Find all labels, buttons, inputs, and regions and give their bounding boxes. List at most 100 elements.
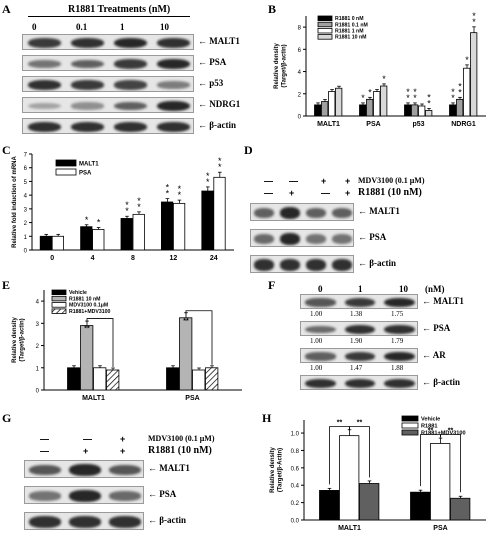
panel-d-treat-sign-2-3: — [321, 188, 330, 198]
panel-d-treat-sign-1-1: — [264, 176, 273, 186]
panel-f-band-psa-lane-3 [383, 324, 415, 335]
panel-d-band-psa-lane-3 [305, 234, 327, 244]
panel-f-lane-label-2: 1 [358, 284, 363, 294]
panel-d-treat-label-mdv3100-0-1-m: MDV3100 (0.1 μM) [358, 176, 425, 185]
panel-e-sig-label-psa: ** [183, 318, 189, 325]
panel-b-legend-label-r1881-10-nm: R1881 10 nM [335, 35, 366, 41]
panel-e-bar-vehicle-psa [166, 367, 180, 391]
panel-c-bar-malt1-4 [80, 226, 93, 251]
panel-f-blot-strip-ar [300, 348, 418, 363]
panel-e-legend-swatch-r1881-mdv3100 [51, 308, 67, 314]
panel-b-legend-swatch-r1881-0-1-nm [317, 21, 333, 28]
panel-g-blot-strip-psa [24, 486, 144, 504]
panel-b-bar-r1881-0-1-nm-malt1 [321, 101, 329, 117]
panel-g-band-psa-lane-1 [29, 491, 61, 501]
panel-h-sig-label-psa-1: ** [428, 427, 434, 434]
panel-e-y-tick-label: 2 [36, 344, 40, 350]
panel-a-band-ndrg1-lane-4 [156, 100, 191, 112]
panel-a-band-ndrg1-lane-2 [70, 102, 105, 110]
panel-h-legend-swatch-vehicle [401, 415, 419, 422]
panel-f-blot-strip-beta-actin [300, 375, 418, 390]
panel-g-treat-sign-2-2: + [83, 446, 89, 456]
panel-g-band-beta-actin-lane-3 [109, 516, 141, 528]
panel-g-band-psa-lane-3 [109, 491, 141, 501]
panel-f-blot-strip-psa [300, 321, 418, 336]
panel-h-sig-label-psa-2: ** [448, 427, 454, 434]
panel-a-lane-label-4: 10 [160, 22, 169, 32]
panel-g-blot-strip-beta-actin [24, 512, 144, 530]
panel-g-blot-strip-malt1 [24, 460, 144, 478]
panel-c-x-tick-label-8: 8 [131, 255, 135, 262]
panel-a-lane-label-3: 1 [120, 22, 125, 32]
panel-f-row-label-psa: ← PSA [422, 322, 451, 333]
panel-h-y-axis-label: Relative density [270, 446, 276, 492]
panel-b-x-tick-label-psa: PSA [366, 121, 380, 128]
panel-d-treat-label-r1881-10-nm: R1881 (10 nM) [358, 187, 422, 198]
panel-a-band-malt1-lane-4 [156, 37, 191, 49]
panel-c-legend-swatch-psa [55, 168, 77, 176]
panel-b-sig-star: * [406, 93, 410, 103]
panel-b-sig-star: * [427, 98, 431, 108]
panel-h-bar-r1881-psa [430, 443, 451, 521]
panel-f-band-beta-actin-lane-2 [344, 378, 376, 389]
panel-c-sig-star: * [178, 190, 182, 200]
panel-f-band-ar-lane-1 [305, 352, 336, 361]
panel-b-y-tick-label: 6 [298, 48, 302, 54]
panel-f-quant-psa-lane-1: 1.00 [310, 337, 323, 345]
panel-e-y-tick-label: 1 [36, 366, 40, 372]
panel-g-treat-label-r1881-10-nm: R1881 (10 nM) [148, 445, 212, 456]
panel-c-y-tick-label: 4 [24, 194, 28, 200]
panel-e-sig-bracket-psa [185, 310, 213, 365]
panel-h-legend-swatch-r1881 [401, 422, 419, 429]
panel-c-x-tick-label-12: 12 [170, 255, 178, 262]
panel-b-sig-star: * [406, 87, 410, 97]
panel-c-sig-star: * [97, 218, 101, 228]
panel-f-quant-malt1-lane-3: 1.75 [391, 310, 404, 318]
panel-h-chart: 0.0 0.2 0.4 0.6 0.8 1.0 Relative density (Targe… [270, 415, 486, 532]
panel-b-sig-star: * [458, 81, 462, 91]
panel-h-y-tick-label: 0.6 [291, 466, 300, 472]
panel-d-band-malt1-lane-4 [331, 208, 353, 218]
panel-c-y-tick-label: 6 [24, 166, 28, 172]
panel-b-y-axis-label: (Target/β-actin) [282, 44, 288, 87]
panel-label-e: E [2, 278, 11, 292]
panel-b-legend-label-r1881-0-nm: R1881 0 nM [335, 16, 364, 22]
panel-b-sig-star: * [472, 17, 476, 27]
panel-c-bar-psa-24 [213, 176, 226, 251]
panel-b-bar-r1881-1-nm-malt1 [328, 91, 336, 117]
panel-d-band-malt1-lane-1 [253, 208, 275, 218]
panel-c-y-tick-label: 3 [24, 207, 28, 213]
panel-b-legend-swatch-r1881-1-nm [317, 27, 333, 34]
panel-f-band-ar-lane-3 [383, 351, 415, 362]
panel-c-y-tick-label: 7 [24, 153, 28, 159]
panel-a-band-p53-lane-3 [113, 80, 148, 90]
panel-e-y-axis-label: (Target/β-actin) [20, 318, 26, 361]
panel-e-legend-label-vehicle: Vehicle [69, 290, 87, 296]
panel-c-sig-star: * [85, 215, 89, 225]
panel-b-sig-star: * [451, 93, 455, 103]
panel-label-h: H [262, 411, 272, 425]
panel-c-bar-malt1-8 [120, 218, 133, 251]
panel-b-bar-r1881-0-nm-psa [359, 104, 367, 117]
panel-d-blot-strip-malt1 [250, 203, 354, 221]
panel-b-sig-star: * [382, 74, 386, 84]
panel-b-x-tick-label-p53: p53 [412, 121, 424, 128]
panel-a-band-p53-lane-4 [156, 81, 191, 89]
panel-c-y-tick-label: 0 [24, 249, 28, 255]
panel-a-lane-label-2: 0.1 [76, 22, 88, 32]
panel-h-x-tick-label-malt1: MALT1 [338, 525, 361, 532]
panel-d-band-psa-lane-2 [279, 233, 301, 245]
panel-d-band-malt1-lane-3 [305, 208, 327, 218]
panel-a-band-ndrg1-lane-1 [27, 102, 62, 110]
panel-e-legend-label-mdv3100-0-1-m: MDV3100 0.1μM [69, 303, 108, 309]
panel-c-x-tick-label-4: 4 [91, 255, 95, 262]
panel-d-band-malt1-lane-2 [279, 207, 301, 219]
panel-label-b: B [268, 2, 277, 16]
panel-e-bar-r1881-10-nm-malt1 [80, 325, 94, 391]
panel-d-treat-sign-2-2: + [289, 188, 295, 198]
panel-h-legend-label-r1881-mdv3100: R1881+MDV3100 [421, 431, 466, 437]
panel-f-row-label-malt1: ← MALT1 [422, 295, 464, 306]
panel-g-row-label-psa: ← PSA [148, 489, 177, 499]
panel-h-bar-r1881-mdv3100-malt1 [359, 483, 380, 521]
panel-a-row-label-ndrg1: ← NDRG1 [198, 99, 241, 109]
